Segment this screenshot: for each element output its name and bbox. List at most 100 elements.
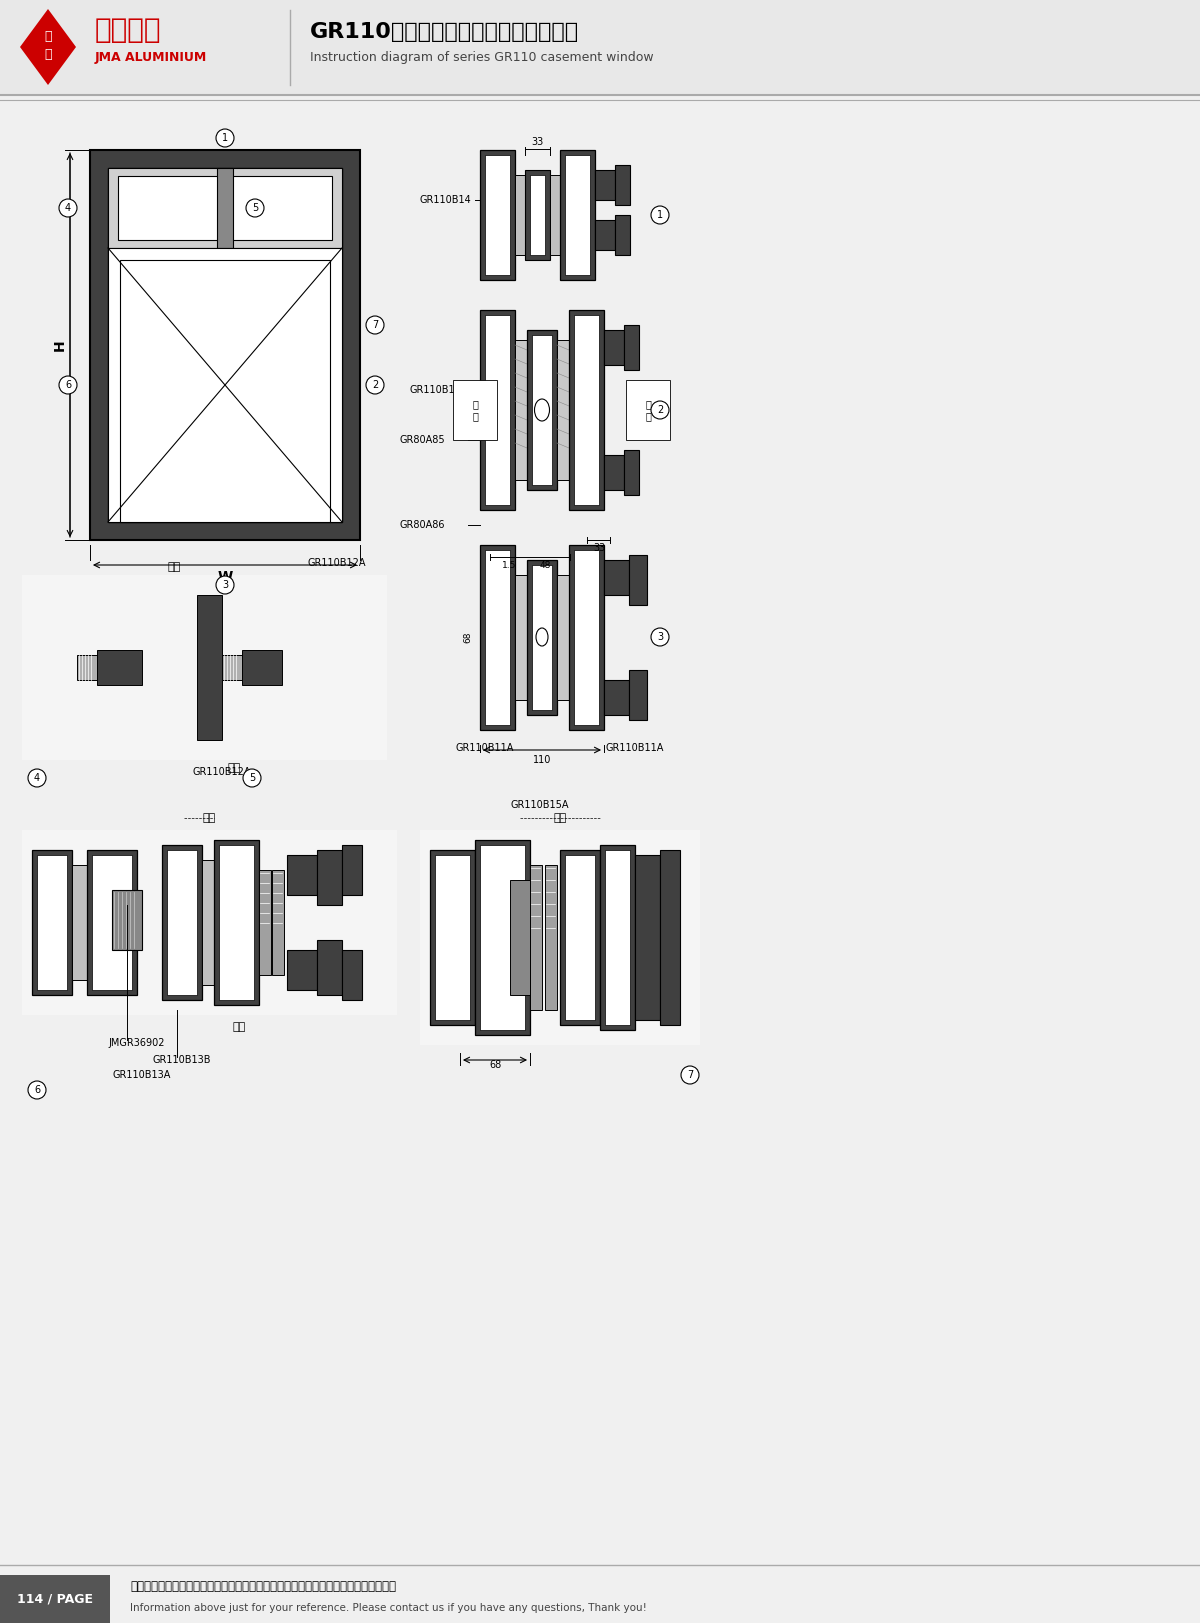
Text: GR110B12A: GR110B12A	[193, 768, 251, 777]
Text: 坚美铝业: 坚美铝业	[95, 16, 162, 44]
Bar	[287, 855, 317, 894]
Bar	[480, 846, 526, 1031]
Polygon shape	[217, 201, 233, 214]
Bar	[108, 169, 342, 523]
Text: 室内: 室内	[167, 562, 181, 571]
Bar	[530, 865, 542, 1010]
Text: 1: 1	[656, 209, 664, 221]
Bar	[259, 870, 271, 975]
Circle shape	[28, 769, 46, 787]
Bar	[120, 260, 330, 523]
Bar	[629, 555, 647, 605]
Bar	[624, 325, 640, 370]
Text: 4: 4	[34, 773, 40, 782]
Bar	[222, 656, 242, 680]
Bar	[532, 334, 552, 485]
Text: 美: 美	[44, 49, 52, 62]
Text: GR110B11A: GR110B11A	[606, 743, 664, 753]
Bar	[550, 175, 560, 255]
Text: 2: 2	[372, 380, 378, 390]
Bar	[342, 846, 362, 894]
Text: 33: 33	[530, 136, 544, 148]
Text: 2: 2	[656, 406, 664, 415]
Bar	[475, 841, 530, 1035]
Circle shape	[28, 1081, 46, 1099]
Bar	[624, 450, 640, 495]
Bar	[22, 575, 386, 760]
Bar	[118, 175, 332, 240]
Text: 室外: 室外	[227, 763, 241, 773]
Text: GR110B11A: GR110B11A	[456, 743, 514, 753]
Text: 5: 5	[248, 773, 256, 782]
Bar	[595, 221, 616, 250]
Bar	[569, 310, 604, 510]
Bar	[545, 865, 557, 1010]
Bar	[574, 315, 599, 505]
Text: 7: 7	[372, 320, 378, 329]
Bar	[530, 175, 545, 255]
Text: 5: 5	[252, 203, 258, 213]
Text: 4: 4	[65, 203, 71, 213]
Circle shape	[242, 769, 262, 787]
Bar	[485, 550, 510, 725]
Bar	[616, 214, 630, 255]
Bar	[527, 329, 557, 490]
Text: 坚: 坚	[44, 31, 52, 44]
Bar	[616, 166, 630, 204]
Bar	[526, 170, 550, 260]
Bar	[660, 850, 680, 1026]
Text: Instruction diagram of series GR110 casement window: Instruction diagram of series GR110 case…	[310, 52, 654, 65]
Circle shape	[216, 576, 234, 594]
Bar	[557, 575, 569, 700]
Text: Information above just for your reference. Please contact us if you have any que: Information above just for your referenc…	[130, 1604, 647, 1613]
Bar	[604, 454, 624, 490]
Bar	[569, 545, 604, 730]
Bar	[37, 855, 67, 990]
Bar	[604, 560, 629, 596]
Text: GR110B15A: GR110B15A	[511, 800, 569, 810]
Circle shape	[59, 377, 77, 394]
Bar	[480, 310, 515, 510]
Bar	[317, 850, 342, 906]
Bar	[90, 149, 360, 540]
Circle shape	[650, 401, 670, 419]
Polygon shape	[22, 596, 77, 740]
Bar	[108, 248, 342, 523]
Text: 114 / PAGE: 114 / PAGE	[17, 1592, 94, 1605]
Circle shape	[366, 377, 384, 394]
Bar	[77, 656, 97, 680]
Polygon shape	[20, 10, 76, 84]
Bar	[167, 850, 197, 995]
Bar	[217, 169, 233, 248]
Bar	[242, 649, 282, 685]
Bar	[565, 855, 595, 1019]
Text: GR110B16: GR110B16	[410, 385, 462, 394]
Bar	[197, 596, 222, 740]
Text: 室内: 室内	[553, 813, 566, 823]
Text: 7: 7	[686, 1070, 694, 1079]
Bar	[97, 649, 142, 685]
Text: 68: 68	[658, 631, 666, 643]
Bar	[480, 545, 515, 730]
Text: GR110系列隔热窗纱一体平开窗结构图: GR110系列隔热窗纱一体平开窗结构图	[310, 23, 580, 42]
Text: 室
内: 室 内	[472, 399, 478, 420]
Text: 1.5: 1.5	[502, 560, 516, 570]
Bar	[557, 339, 569, 480]
Bar	[629, 670, 647, 721]
Text: 68: 68	[463, 631, 473, 643]
Bar	[0, 1574, 110, 1623]
Bar	[214, 841, 259, 1005]
Circle shape	[366, 316, 384, 334]
Text: JMGR36902: JMGR36902	[109, 1039, 166, 1048]
Text: 48: 48	[539, 560, 551, 570]
Text: W: W	[217, 570, 233, 584]
Text: 室外: 室外	[233, 1022, 246, 1032]
Bar	[604, 329, 624, 365]
Bar	[202, 860, 214, 985]
Text: GR80A86: GR80A86	[400, 519, 445, 531]
Text: GR110B14: GR110B14	[420, 195, 472, 204]
Bar	[287, 949, 317, 990]
Text: 3: 3	[656, 631, 664, 643]
Bar	[574, 550, 599, 725]
Bar	[485, 156, 510, 274]
